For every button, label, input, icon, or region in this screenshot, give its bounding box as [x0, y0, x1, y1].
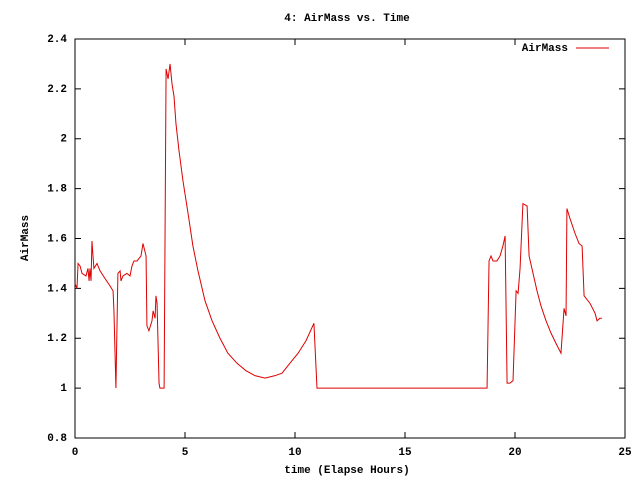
x-tick-label: 0: [72, 447, 79, 459]
y-tick-label: 1.2: [47, 333, 67, 345]
x-tick-label: 20: [508, 447, 521, 459]
y-tick-label: 0.8: [47, 433, 67, 445]
x-tick-label: 25: [618, 447, 632, 459]
y-axis-label: AirMass: [20, 215, 32, 261]
y-tick-label: 2.2: [47, 84, 67, 96]
x-axis-label: time (Elapse Hours): [284, 465, 409, 477]
y-tick-label: 2: [60, 134, 67, 146]
x-tick-label: 10: [288, 447, 301, 459]
y-tick-label: 1: [60, 383, 67, 395]
y-tick-label: 1.4: [47, 283, 67, 295]
chart-title: 4: AirMass vs. Time: [284, 13, 410, 25]
x-tick-label: 15: [398, 447, 412, 459]
legend-label: AirMass: [522, 43, 568, 55]
x-tick-label: 5: [182, 447, 189, 459]
y-tick-label: 1.6: [47, 233, 67, 245]
y-tick-label: 1.8: [47, 184, 67, 196]
y-tick-label: 2.4: [47, 34, 67, 46]
data-line: [74, 63, 602, 389]
